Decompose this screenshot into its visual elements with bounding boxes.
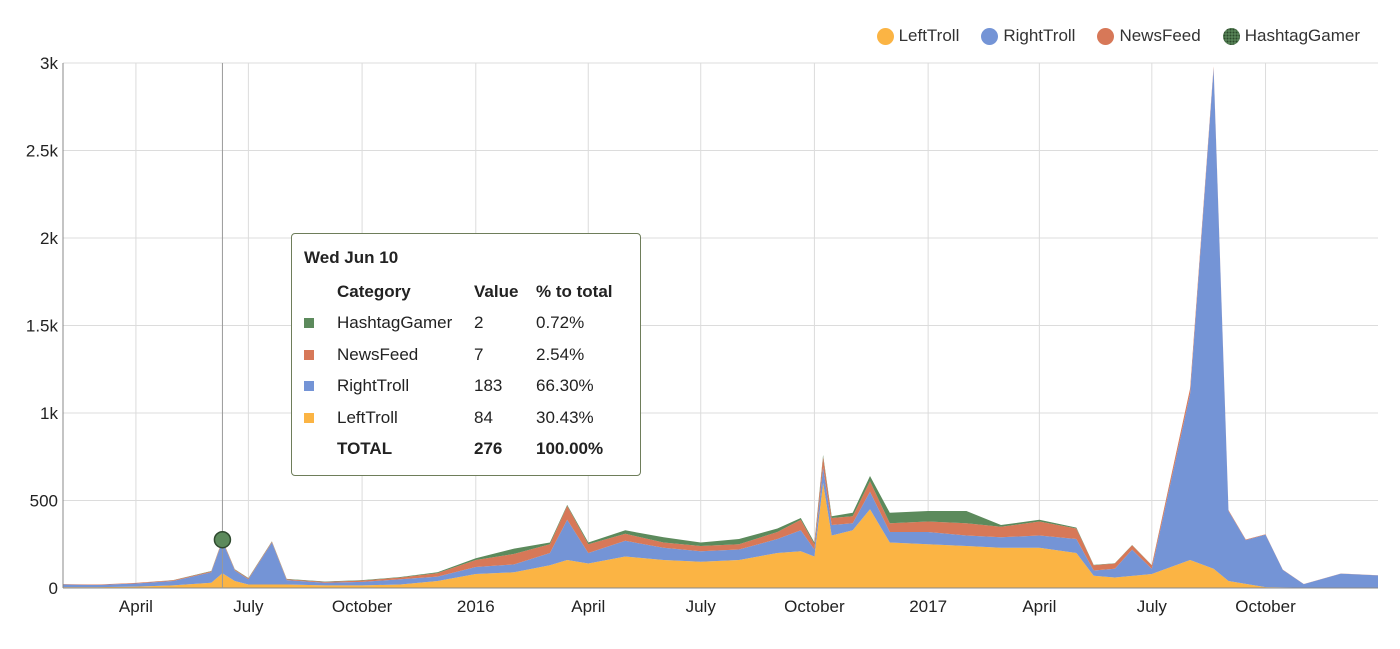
legend-item-lefttroll[interactable]: LeftTroll (876, 26, 960, 46)
tooltip-pct: 66.30% (536, 376, 594, 396)
x-tick-label: July (233, 597, 264, 616)
legend-item-righttroll[interactable]: RightTroll (981, 26, 1075, 46)
tooltip-title: Wed Jun 10 (304, 248, 399, 267)
tooltip-row: HashtagGamer 2 0.72% (304, 308, 626, 340)
y-tick-label: 500 (30, 492, 58, 511)
series-areas[interactable] (63, 66, 1378, 589)
hover-marker (213, 63, 232, 588)
tooltip-value: 7 (474, 344, 484, 364)
y-tick-label: 2.5k (26, 142, 59, 161)
swatch-hashtaggamer-icon (304, 318, 314, 329)
tooltip-header-row: Category Value % to total (304, 276, 626, 308)
tooltip-total-label: TOTAL (337, 439, 393, 459)
legend-label: LeftTroll (898, 26, 960, 45)
tooltip-category: RightTroll (337, 376, 410, 396)
x-tick-label: July (1137, 597, 1168, 616)
tooltip-value: 2 (474, 313, 484, 333)
swatch-lefttroll-icon (304, 412, 314, 423)
x-tick-label: April (119, 597, 153, 616)
y-tick-label: 1k (40, 404, 58, 423)
tooltip-row: LeftTroll 84 30.43% (304, 402, 626, 434)
x-tick-label: October (784, 597, 845, 616)
tooltip-pct: 2.54% (536, 344, 585, 364)
y-tick-label: 0 (49, 579, 58, 598)
tooltip-total-value: 276 (474, 439, 503, 459)
y-tick-label: 3k (40, 54, 58, 73)
legend-item-hashtaggamer[interactable]: HashtagGamer (1222, 26, 1360, 46)
hover-tooltip: Wed Jun 10 Category Value % to total Has… (291, 233, 641, 476)
legend-item-newsfeed[interactable]: NewsFeed (1097, 26, 1201, 46)
x-tick-label: October (332, 597, 393, 616)
legend-swatch-hashtaggamer (1222, 27, 1240, 45)
hover-point (213, 530, 232, 549)
tooltip-category: LeftTroll (337, 407, 398, 427)
x-tick-label: 2016 (457, 597, 495, 616)
legend-label: HashtagGamer (1244, 26, 1360, 45)
y-tick-label: 2k (40, 229, 58, 248)
legend-swatch-righttroll (981, 27, 999, 45)
tooltip-header-value: Value (474, 281, 519, 301)
tooltip-category: HashtagGamer (337, 313, 453, 333)
legend-label: RightTroll (1003, 26, 1076, 45)
area-lefttroll[interactable] (63, 483, 1378, 588)
tooltip-header-category: Category (337, 281, 411, 301)
tooltip-category: NewsFeed (337, 344, 419, 364)
tooltip-value: 183 (474, 376, 503, 396)
tooltip-pct: 0.72% (536, 313, 585, 333)
swatch-righttroll-icon (304, 381, 314, 392)
x-tick-label: July (686, 597, 717, 616)
area-righttroll[interactable] (63, 68, 1378, 588)
x-tick-label: October (1235, 597, 1296, 616)
tooltip-row: RightTroll 183 66.30% (304, 371, 626, 403)
legend-swatch-newsfeed (1097, 27, 1115, 45)
tooltip-pct: 30.43% (536, 407, 594, 427)
swatch-newsfeed-icon (304, 349, 314, 360)
legend-swatch-lefttroll (876, 27, 894, 45)
tooltip-table: Category Value % to total HashtagGamer 2… (304, 276, 626, 465)
tooltip-row: NewsFeed 7 2.54% (304, 339, 626, 371)
x-tick-label: 2017 (909, 597, 947, 616)
tooltip-total-row: TOTAL 276 100.00% (304, 434, 626, 466)
grid-lines (63, 62, 1378, 589)
legend: LeftTroll RightTroll NewsFeed HashtagGam… (876, 26, 1360, 46)
x-tick-label: April (1022, 597, 1056, 616)
tooltip-total-pct: 100.00% (536, 439, 604, 459)
legend-label: NewsFeed (1119, 26, 1201, 45)
x-tick-label: April (571, 597, 605, 616)
tooltip-header-pct: % to total (536, 281, 613, 301)
tooltip-value: 84 (474, 407, 493, 427)
axes: 0 500 1k 1.5k 2k 2.5k 3k April July October 2016 Ap… (26, 54, 1378, 616)
y-tick-label: 1.5k (26, 317, 59, 336)
